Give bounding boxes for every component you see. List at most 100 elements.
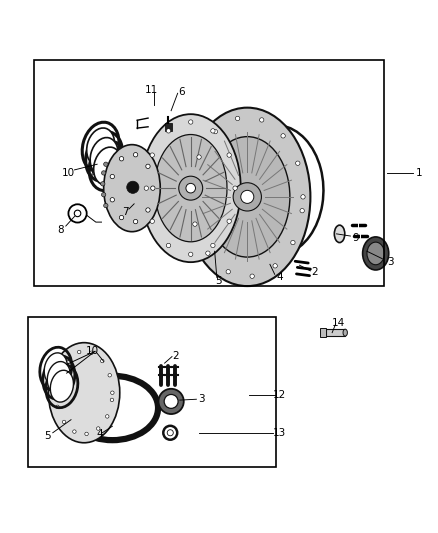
Circle shape bbox=[111, 391, 114, 394]
Circle shape bbox=[104, 204, 108, 208]
Circle shape bbox=[66, 357, 70, 361]
Circle shape bbox=[119, 157, 124, 161]
Ellipse shape bbox=[159, 389, 184, 414]
Circle shape bbox=[150, 153, 155, 157]
Circle shape bbox=[102, 192, 106, 197]
Ellipse shape bbox=[205, 136, 290, 257]
Circle shape bbox=[108, 374, 111, 377]
Text: 9: 9 bbox=[353, 233, 360, 243]
Circle shape bbox=[291, 240, 295, 245]
Circle shape bbox=[110, 198, 114, 202]
Circle shape bbox=[56, 405, 59, 409]
Ellipse shape bbox=[127, 181, 139, 193]
Text: 7: 7 bbox=[122, 207, 129, 217]
Ellipse shape bbox=[74, 210, 81, 217]
Text: 5: 5 bbox=[44, 431, 50, 441]
Text: 11: 11 bbox=[145, 85, 158, 95]
Ellipse shape bbox=[50, 370, 74, 402]
Bar bbox=[34, 60, 385, 286]
Ellipse shape bbox=[164, 394, 178, 408]
Circle shape bbox=[281, 134, 285, 138]
Circle shape bbox=[104, 162, 108, 166]
Bar bbox=[28, 317, 276, 467]
Circle shape bbox=[260, 118, 264, 122]
Circle shape bbox=[188, 252, 193, 256]
Ellipse shape bbox=[334, 225, 345, 243]
Text: 2: 2 bbox=[172, 351, 179, 361]
Circle shape bbox=[110, 398, 114, 402]
Bar bbox=[165, 123, 172, 131]
Circle shape bbox=[90, 351, 93, 354]
Ellipse shape bbox=[141, 114, 241, 262]
Ellipse shape bbox=[44, 353, 67, 385]
Circle shape bbox=[227, 153, 231, 157]
Text: 4: 4 bbox=[96, 429, 102, 439]
Text: 10: 10 bbox=[62, 168, 75, 178]
Circle shape bbox=[102, 171, 106, 175]
Circle shape bbox=[206, 251, 210, 255]
Circle shape bbox=[144, 186, 148, 190]
Circle shape bbox=[236, 116, 240, 120]
Circle shape bbox=[250, 274, 254, 278]
Circle shape bbox=[296, 161, 300, 165]
Text: 12: 12 bbox=[273, 390, 286, 400]
Ellipse shape bbox=[104, 144, 160, 232]
Circle shape bbox=[134, 152, 138, 157]
Circle shape bbox=[96, 427, 100, 430]
Circle shape bbox=[166, 243, 171, 248]
Circle shape bbox=[197, 155, 201, 159]
Circle shape bbox=[134, 220, 138, 224]
Bar bbox=[321, 328, 326, 337]
Text: 3: 3 bbox=[198, 394, 205, 404]
Circle shape bbox=[226, 270, 230, 274]
Circle shape bbox=[227, 219, 231, 223]
Circle shape bbox=[301, 195, 305, 199]
Ellipse shape bbox=[90, 138, 118, 175]
Circle shape bbox=[211, 128, 215, 133]
Circle shape bbox=[58, 370, 61, 374]
Text: 8: 8 bbox=[57, 224, 64, 235]
Ellipse shape bbox=[94, 147, 121, 185]
Circle shape bbox=[190, 188, 194, 192]
Text: 14: 14 bbox=[332, 318, 345, 328]
Circle shape bbox=[300, 208, 304, 213]
Circle shape bbox=[166, 128, 171, 133]
Ellipse shape bbox=[241, 190, 254, 204]
Ellipse shape bbox=[47, 361, 71, 393]
Ellipse shape bbox=[167, 430, 173, 436]
Circle shape bbox=[85, 432, 88, 435]
Circle shape bbox=[101, 359, 104, 363]
Circle shape bbox=[150, 219, 155, 223]
Circle shape bbox=[146, 208, 150, 212]
Bar bbox=[325, 329, 345, 336]
Text: 2: 2 bbox=[311, 267, 318, 277]
Circle shape bbox=[188, 120, 193, 124]
Ellipse shape bbox=[87, 128, 115, 166]
Circle shape bbox=[119, 215, 124, 220]
Ellipse shape bbox=[343, 329, 347, 336]
Circle shape bbox=[146, 164, 150, 168]
Ellipse shape bbox=[233, 183, 261, 211]
Text: 5: 5 bbox=[215, 276, 223, 286]
Circle shape bbox=[106, 415, 109, 418]
Circle shape bbox=[54, 387, 58, 391]
Circle shape bbox=[273, 264, 277, 268]
Text: 1: 1 bbox=[416, 168, 423, 178]
Ellipse shape bbox=[363, 237, 389, 270]
Circle shape bbox=[78, 350, 81, 354]
Text: 3: 3 bbox=[388, 257, 394, 267]
Text: 6: 6 bbox=[179, 87, 185, 98]
Ellipse shape bbox=[186, 183, 195, 193]
Ellipse shape bbox=[179, 176, 203, 200]
Circle shape bbox=[233, 186, 237, 190]
Circle shape bbox=[73, 430, 76, 433]
Text: 10: 10 bbox=[86, 346, 99, 357]
Circle shape bbox=[193, 222, 197, 227]
Text: 13: 13 bbox=[273, 428, 286, 438]
Circle shape bbox=[62, 420, 66, 424]
Ellipse shape bbox=[48, 343, 120, 443]
Ellipse shape bbox=[184, 108, 311, 286]
Ellipse shape bbox=[155, 134, 227, 242]
Ellipse shape bbox=[68, 204, 87, 223]
Ellipse shape bbox=[367, 242, 385, 265]
